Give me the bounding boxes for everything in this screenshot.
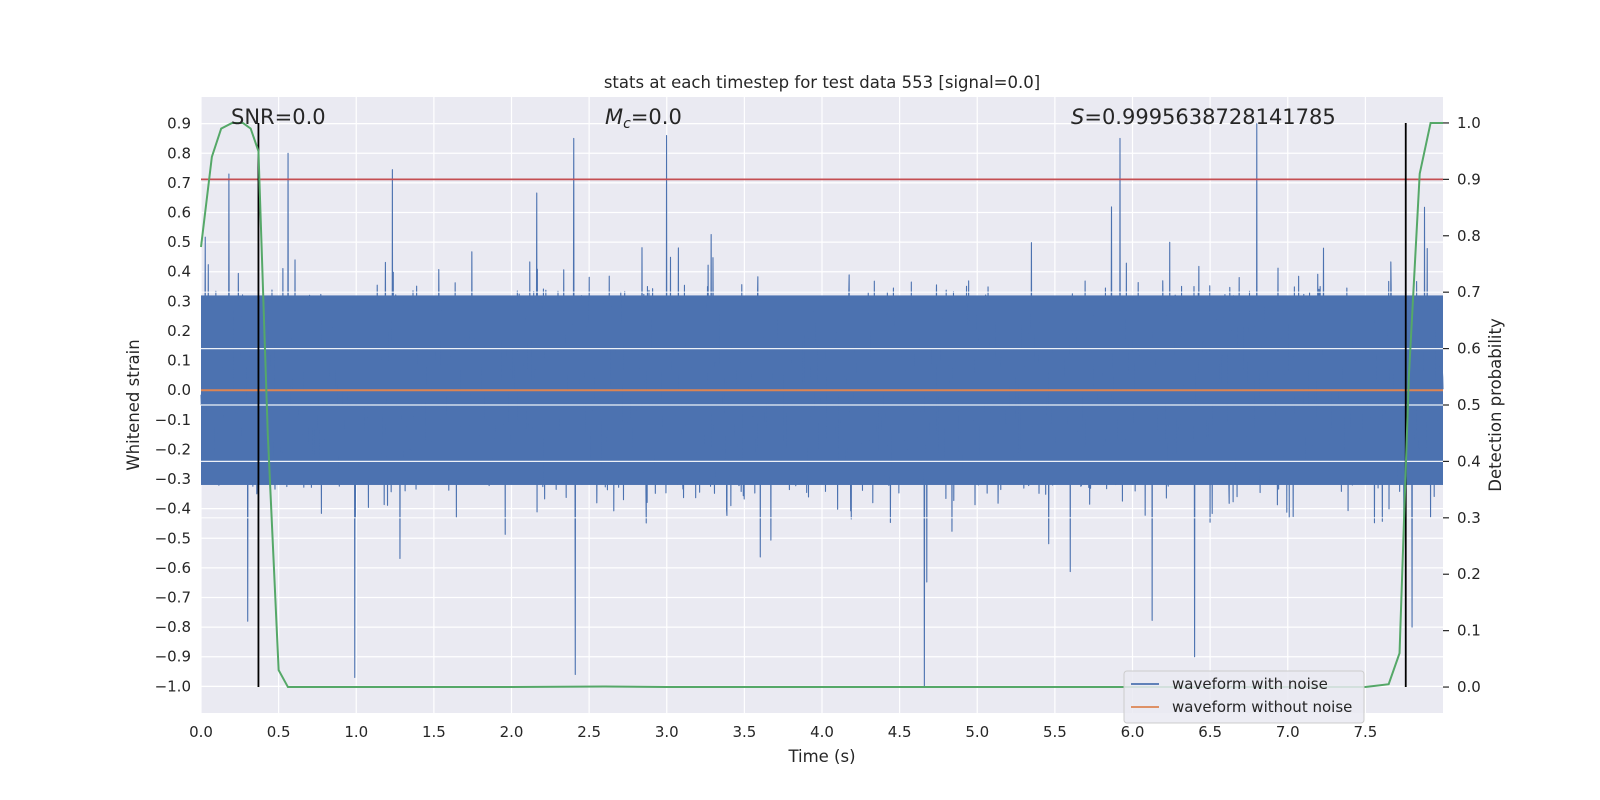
x-axis-label: Time (s) (787, 747, 855, 766)
y-tick-label: 0.9 (167, 115, 191, 133)
y-tick-label: −0.4 (155, 500, 191, 518)
x-tick-label: 1.5 (422, 723, 446, 741)
s-symbol: S (1071, 105, 1084, 129)
chart-title: stats at each timestep for test data 553… (604, 73, 1040, 92)
x-tick-label: 2.0 (500, 723, 524, 741)
snr-annotation: SNR=0.0 (231, 105, 326, 129)
y2-tick-label: 0.1 (1457, 622, 1481, 640)
x-tick-label: 7.5 (1353, 723, 1377, 741)
y2-tick-label: 0.0 (1457, 678, 1481, 696)
series-lines (200, 121, 1443, 689)
legend-box (1123, 670, 1365, 724)
series-detection-probability (200, 121, 1443, 689)
s-annotation: S=0.9995638728141785 (1071, 105, 1336, 129)
y-tick-label: 0.5 (167, 233, 191, 251)
x-tick-label: 0.5 (267, 723, 291, 741)
y-tick-label: −1.0 (155, 677, 191, 695)
x-axis-ticks: 0.0 0.5 1.0 1.5 2.0 2.5 3.0 3.5 4.0 4.5 5.0 5.5 6.0 6… (189, 723, 1377, 741)
y-tick-label: 0.3 (167, 292, 191, 310)
y2-axis-ticks: 1.0 0.9 0.8 0.7 0.6 0.5 0.4 0.3 0.2 0.1 0.0 (1443, 114, 1481, 696)
y-tick-label: 0.7 (167, 174, 191, 192)
y-tick-label: −0.5 (155, 529, 191, 547)
y2-tick-label: 0.3 (1457, 509, 1481, 527)
y-tick-label: −0.3 (155, 470, 191, 488)
legend-label-noise: waveform with noise (1172, 675, 1328, 693)
y-tick-label: 0.4 (167, 263, 191, 281)
legend: waveform with noise waveform without noi… (1123, 670, 1365, 724)
x-tick-label: 2.5 (577, 723, 601, 741)
x-tick-label: 3.0 (655, 723, 679, 741)
y2-axis-label: Detection probability (1486, 318, 1505, 492)
y-tick-label: −0.8 (155, 618, 191, 636)
x-tick-label: 3.5 (732, 723, 756, 741)
y-axis-label: Whitened strain (124, 339, 143, 470)
y-tick-label: −0.7 (155, 589, 191, 607)
chirp-mass-subscript: c (623, 116, 631, 132)
chirp-mass-annotation: Mc=0.0 (605, 105, 682, 132)
legend-label-clean: waveform without noise (1172, 698, 1352, 716)
x-tick-label: 6.0 (1121, 723, 1145, 741)
x-tick-label: 5.5 (1043, 723, 1067, 741)
x-tick-label: 4.0 (810, 723, 834, 741)
y2-tick-label: 0.7 (1457, 283, 1481, 301)
y-axis-ticks: 0.9 0.8 0.7 0.6 0.5 0.4 0.3 0.2 0.1 0.0 −0.1 −0.2 −0… (155, 115, 191, 696)
x-tick-label: 7.0 (1276, 723, 1300, 741)
x-tick-label: 1.0 (344, 723, 368, 741)
y2-tick-label: 0.2 (1457, 565, 1481, 583)
y-tick-label: −0.2 (155, 440, 191, 458)
chirp-mass-symbol: M (605, 105, 623, 129)
y-tick-label: 0.8 (167, 144, 191, 162)
y-tick-label: 0.2 (167, 322, 191, 340)
x-tick-label: 4.5 (888, 723, 912, 741)
chirp-mass-value: =0.0 (631, 105, 682, 129)
y2-tick-label: 0.6 (1457, 340, 1481, 358)
x-tick-label: 0.0 (189, 723, 213, 741)
y-tick-label: −0.6 (155, 559, 191, 577)
y-tick-label: 0.1 (167, 352, 191, 370)
y-tick-label: −0.1 (155, 411, 191, 429)
y-tick-label: 0.6 (167, 204, 191, 222)
x-tick-label: 6.5 (1198, 723, 1222, 741)
y-tick-label: −0.9 (155, 648, 191, 666)
y2-tick-label: 0.4 (1457, 452, 1481, 470)
s-value: =0.9995638728141785 (1084, 105, 1335, 129)
y2-tick-label: 0.5 (1457, 396, 1481, 414)
y2-tick-label: 0.8 (1457, 227, 1481, 245)
y2-tick-label: 0.9 (1457, 170, 1481, 188)
x-tick-label: 5.0 (965, 723, 989, 741)
y2-tick-label: 1.0 (1457, 114, 1481, 132)
y-tick-label: 0.0 (167, 381, 191, 399)
